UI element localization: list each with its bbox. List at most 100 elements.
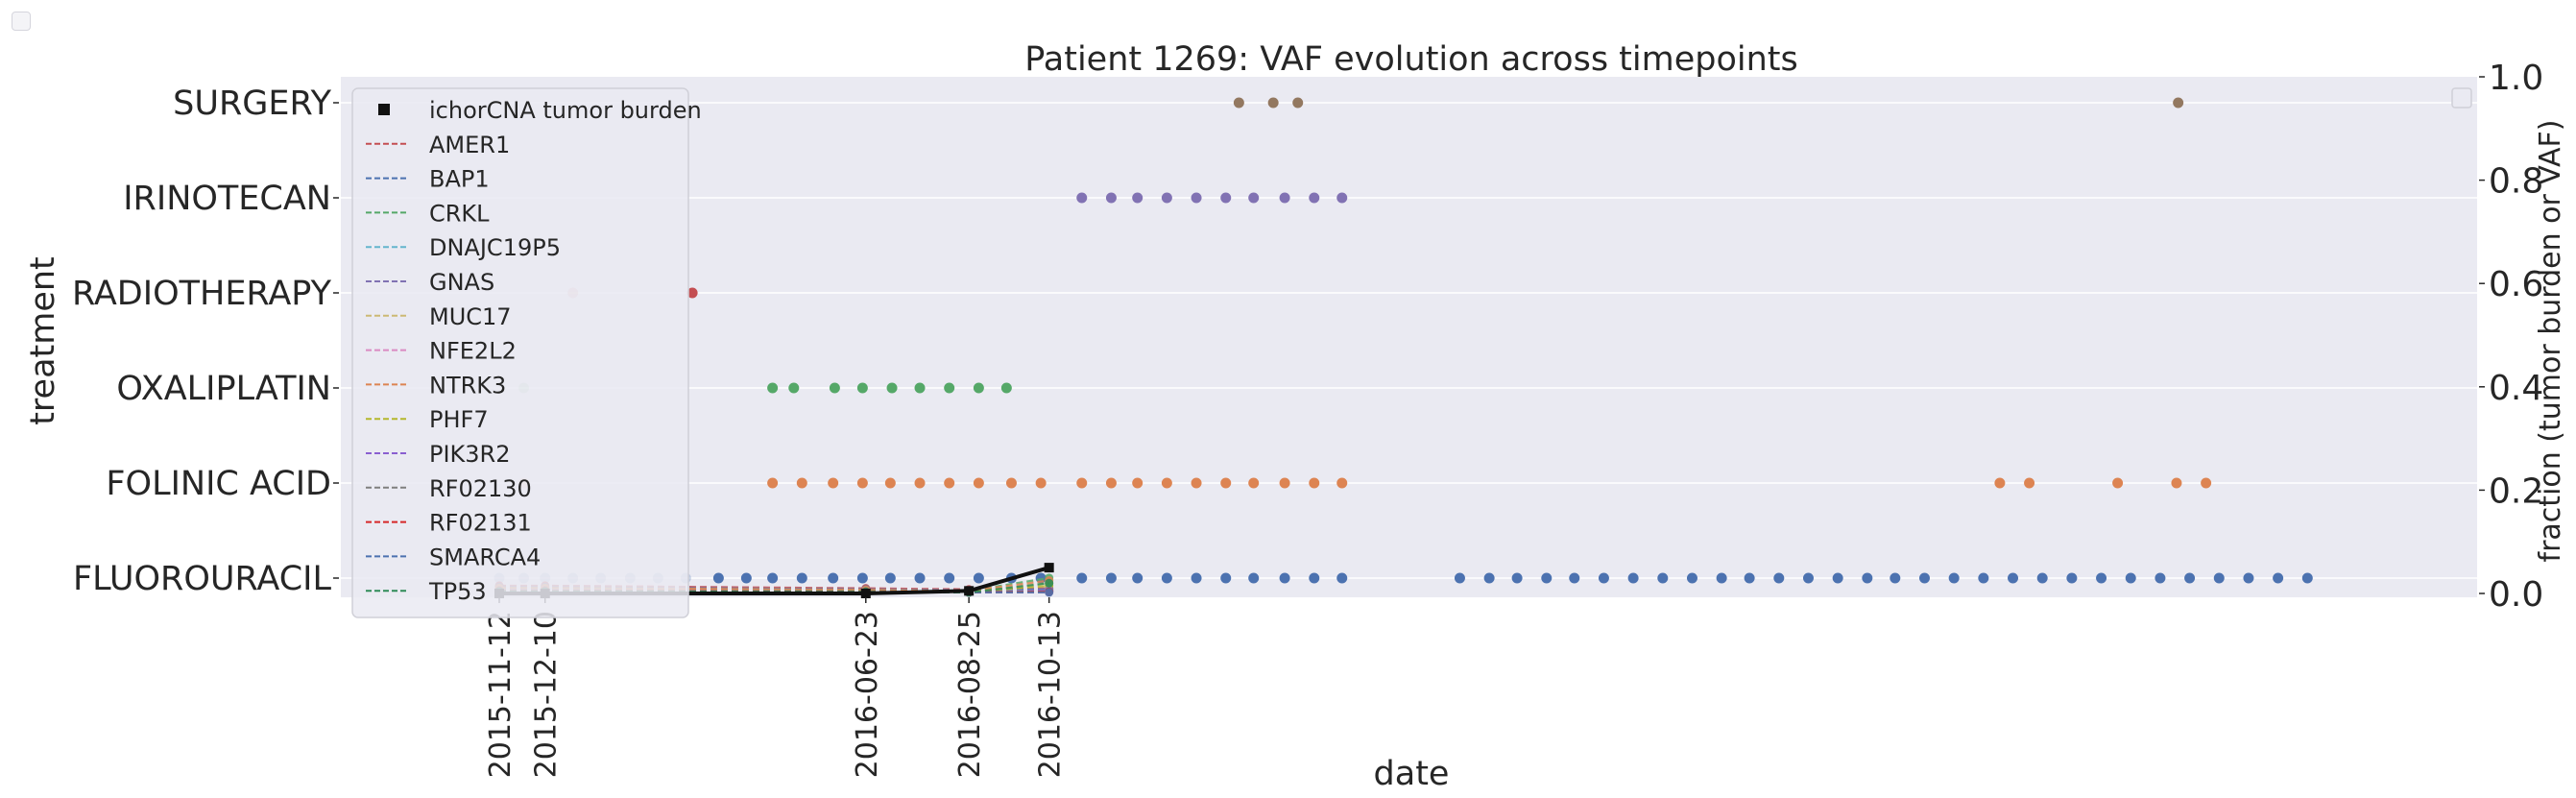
oxaliplatin-dose bbox=[1000, 382, 1012, 394]
fluorouracil-dose bbox=[944, 572, 955, 584]
y-tick-label-surgery: SURGERY bbox=[173, 85, 331, 123]
oxaliplatin-dose bbox=[767, 382, 779, 394]
fluorouracil-dose bbox=[2155, 572, 2166, 584]
x-tick-label-2016-10-13: 2016-10-13 bbox=[1034, 611, 1068, 778]
fluorouracil-dose bbox=[1686, 572, 1697, 584]
fluorouracil-dose bbox=[1248, 572, 1260, 584]
x-tick-label-2016-08-25: 2016-08-25 bbox=[953, 611, 987, 778]
fluorouracil-dose bbox=[1076, 572, 1088, 584]
fluorouracil-dose bbox=[1511, 572, 1523, 584]
axes-layer: SURGERY IRINOTECAN RADIOTHERAPY OXALIPLATIN… bbox=[72, 59, 2543, 778]
fluorouracil-dose bbox=[1191, 572, 1202, 584]
fluorouracil-dose bbox=[1862, 572, 1873, 584]
legend-label-bap1: BAP1 bbox=[429, 166, 490, 193]
right-tick-label-0.4: 0.4 bbox=[2489, 369, 2543, 408]
fluorouracil-dose bbox=[2008, 572, 2019, 584]
oxaliplatin-dose bbox=[829, 382, 840, 394]
folinic-acid-dose bbox=[1005, 477, 1017, 489]
y-tick-label-oxaliplatin: OXALIPLATIN bbox=[116, 370, 331, 408]
folinic-acid-dose bbox=[2201, 477, 2212, 489]
folinic-acid-dose bbox=[1336, 477, 1348, 489]
legend-label-tp53: TP53 bbox=[428, 578, 487, 605]
fluorouracil-dose bbox=[1627, 572, 1639, 584]
right-tick-label-0.8: 0.8 bbox=[2489, 162, 2543, 202]
legend-label-gnas: GNAS bbox=[429, 269, 494, 296]
folinic-acid-dose bbox=[1105, 477, 1117, 489]
folinic-acid-dose bbox=[1191, 477, 1202, 489]
grid bbox=[341, 102, 2477, 579]
irinotecan-dose bbox=[1161, 192, 1172, 204]
tumor-burden-marker bbox=[964, 586, 975, 596]
fluorouracil-dose bbox=[740, 572, 752, 584]
folinic-acid-dose bbox=[1132, 477, 1144, 489]
legend-label-tumor-burden: ichorCNA tumor burden bbox=[429, 97, 702, 124]
legend-label-phf7: PHF7 bbox=[429, 406, 489, 433]
folinic-acid-dose bbox=[2171, 477, 2182, 489]
fluorouracil-dose bbox=[1657, 572, 1669, 584]
fluorouracil-dose bbox=[2066, 572, 2078, 584]
x-tick-label-2015-11-12: 2015-11-12 bbox=[484, 611, 518, 778]
surgery-dose bbox=[1292, 97, 1304, 109]
fluorouracil-dose bbox=[2184, 572, 2196, 584]
oxaliplatin-dose bbox=[856, 382, 868, 394]
folinic-acid-dose bbox=[1248, 477, 1260, 489]
fluorouracil-dose bbox=[1161, 572, 1172, 584]
folinic-acid-dose bbox=[856, 477, 868, 489]
x-axis-label: date bbox=[1374, 755, 1450, 793]
fluorouracil-dose bbox=[914, 572, 926, 584]
y-tick-label-folinic-acid: FOLINIC ACID bbox=[106, 465, 331, 503]
plot-area bbox=[341, 77, 2477, 597]
right-tick-label-0.6: 0.6 bbox=[2489, 265, 2543, 304]
corner-checkbox bbox=[12, 12, 31, 31]
chart-title: Patient 1269: VAF evolution across timep… bbox=[1024, 40, 1798, 79]
fluorouracil-dose bbox=[828, 572, 839, 584]
tumor-burden-marker bbox=[860, 589, 871, 598]
irinotecan-dose bbox=[1076, 192, 1088, 204]
folinic-acid-dose bbox=[767, 477, 779, 489]
folinic-acid-dose bbox=[914, 477, 926, 489]
folinic-acid-dose bbox=[1279, 477, 1290, 489]
surgery-dose bbox=[2173, 97, 2184, 109]
legend: ichorCNA tumor burden AMER1 BAP1 CRKL DNAJC1… bbox=[351, 87, 702, 618]
irinotecan-dose bbox=[1279, 192, 1290, 204]
legend-label-amer1: AMER1 bbox=[429, 132, 510, 158]
x-tick-label-2016-06-23: 2016-06-23 bbox=[851, 611, 884, 778]
irinotecan-dose bbox=[1309, 192, 1320, 204]
fluorouracil-dose bbox=[1716, 572, 1727, 584]
fluorouracil-dose bbox=[2273, 572, 2284, 584]
fluorouracil-dose bbox=[1220, 572, 1232, 584]
fluorouracil-dose bbox=[1541, 572, 1553, 584]
fluorouracil-dose bbox=[1105, 572, 1117, 584]
vaf-line-ntrk3 bbox=[499, 579, 1049, 592]
fluorouracil-dose bbox=[1948, 572, 1960, 584]
right-legend-box bbox=[2451, 87, 2472, 109]
legend-label-nfe2l2: NFE2L2 bbox=[429, 338, 517, 365]
y-tick-label-irinotecan: IRINOTECAN bbox=[123, 180, 331, 218]
fluorouracil-dose bbox=[1918, 572, 1930, 584]
legend-label-rf02130: RF02130 bbox=[429, 475, 532, 502]
irinotecan-dose bbox=[1220, 192, 1232, 204]
right-tick-label-0.0: 0.0 bbox=[2489, 575, 2543, 615]
irinotecan-dose bbox=[1105, 192, 1117, 204]
fluorouracil-dose bbox=[2096, 572, 2107, 584]
irinotecan-dose bbox=[1336, 192, 1348, 204]
fluorouracil-dose bbox=[1802, 572, 1814, 584]
fluorouracil-dose bbox=[884, 572, 896, 584]
folinic-acid-dose bbox=[796, 477, 807, 489]
fluorouracil-dose bbox=[973, 572, 984, 584]
fluorouracil-dose bbox=[1336, 572, 1348, 584]
right-tick-label-1.0: 1.0 bbox=[2489, 59, 2543, 98]
oxaliplatin-dose bbox=[886, 382, 898, 394]
folinic-acid-dose bbox=[2024, 477, 2035, 489]
fluorouracil-dose bbox=[1978, 572, 1989, 584]
surgery-dose bbox=[1233, 97, 1244, 109]
vaf-point-smarca4 bbox=[1045, 588, 1054, 597]
legend-label-ntrk3: NTRK3 bbox=[429, 372, 506, 399]
irinotecan-dose bbox=[1132, 192, 1144, 204]
fluorouracil-dose bbox=[2036, 572, 2048, 584]
fluorouracil-dose bbox=[767, 572, 779, 584]
fluorouracil-dose bbox=[1279, 572, 1290, 584]
legend-label-pik3r2: PIK3R2 bbox=[429, 441, 511, 468]
folinic-acid-dose bbox=[884, 477, 896, 489]
